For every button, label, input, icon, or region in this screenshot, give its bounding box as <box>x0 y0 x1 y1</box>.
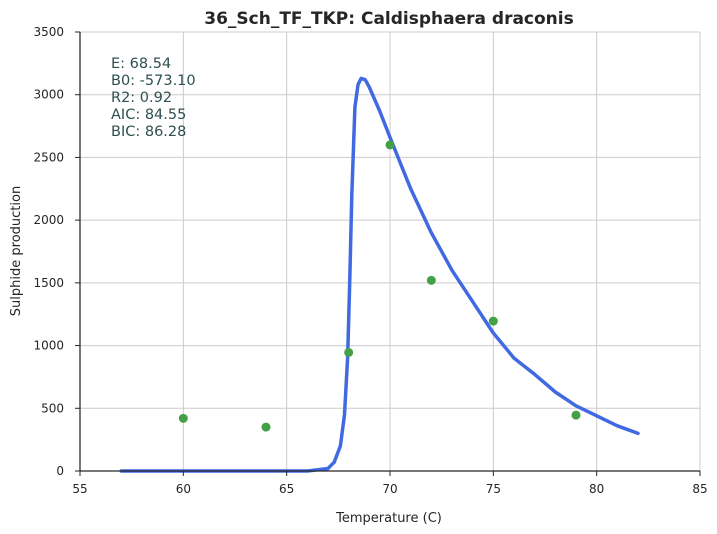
data-point <box>344 347 354 357</box>
data-point <box>571 410 581 420</box>
y-tick-label: 2500 <box>33 150 64 164</box>
fit-curve-layer <box>119 76 640 473</box>
x-tick-label: 85 <box>692 482 707 496</box>
x-tick-label: 55 <box>72 482 87 496</box>
axes <box>75 31 701 476</box>
stat-line: E: 68.54 <box>111 56 171 72</box>
y-tick-label: 2000 <box>33 213 64 227</box>
fit-curve <box>119 76 640 473</box>
stat-line: BIC: 86.28 <box>111 124 186 140</box>
y-tick-label: 1000 <box>33 339 64 353</box>
stat-line: AIC: 84.55 <box>111 107 186 123</box>
y-axis-label: Sulphide production <box>9 186 24 316</box>
x-tick-label: 65 <box>279 482 294 496</box>
stat-line: R2: 0.92 <box>111 90 172 106</box>
data-point <box>488 316 498 326</box>
data-points-layer <box>178 140 581 432</box>
x-tick-label: 75 <box>486 482 501 496</box>
grid-lines <box>79 31 701 472</box>
data-point <box>261 422 271 432</box>
x-tick-label: 80 <box>589 482 604 496</box>
data-point <box>385 140 395 150</box>
data-point <box>178 413 188 423</box>
y-tick-label: 0 <box>56 464 64 478</box>
x-tick-label: 60 <box>176 482 191 496</box>
y-tick-label: 3000 <box>33 88 64 102</box>
chart-title: 36_Sch_TF_TKP: Caldisphaera draconis <box>204 9 574 29</box>
y-tick-label: 3500 <box>33 25 64 39</box>
y-tick-label: 500 <box>41 401 64 415</box>
y-tick-label: 1500 <box>33 276 64 290</box>
x-axis-label: Temperature (C) <box>335 511 442 526</box>
x-tick-labels: 55 60 65 70 75 80 85 <box>72 482 707 496</box>
x-tick-label: 70 <box>382 482 397 496</box>
data-point <box>426 275 436 285</box>
stat-line: B0: -573.10 <box>111 73 196 89</box>
y-tick-labels: 0 500 1000 1500 2000 2500 3000 3500 <box>33 25 64 478</box>
